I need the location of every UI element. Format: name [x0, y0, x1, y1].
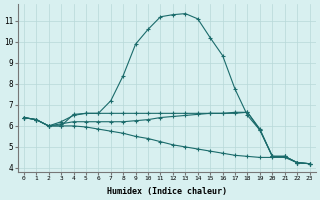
X-axis label: Humidex (Indice chaleur): Humidex (Indice chaleur) — [107, 187, 227, 196]
